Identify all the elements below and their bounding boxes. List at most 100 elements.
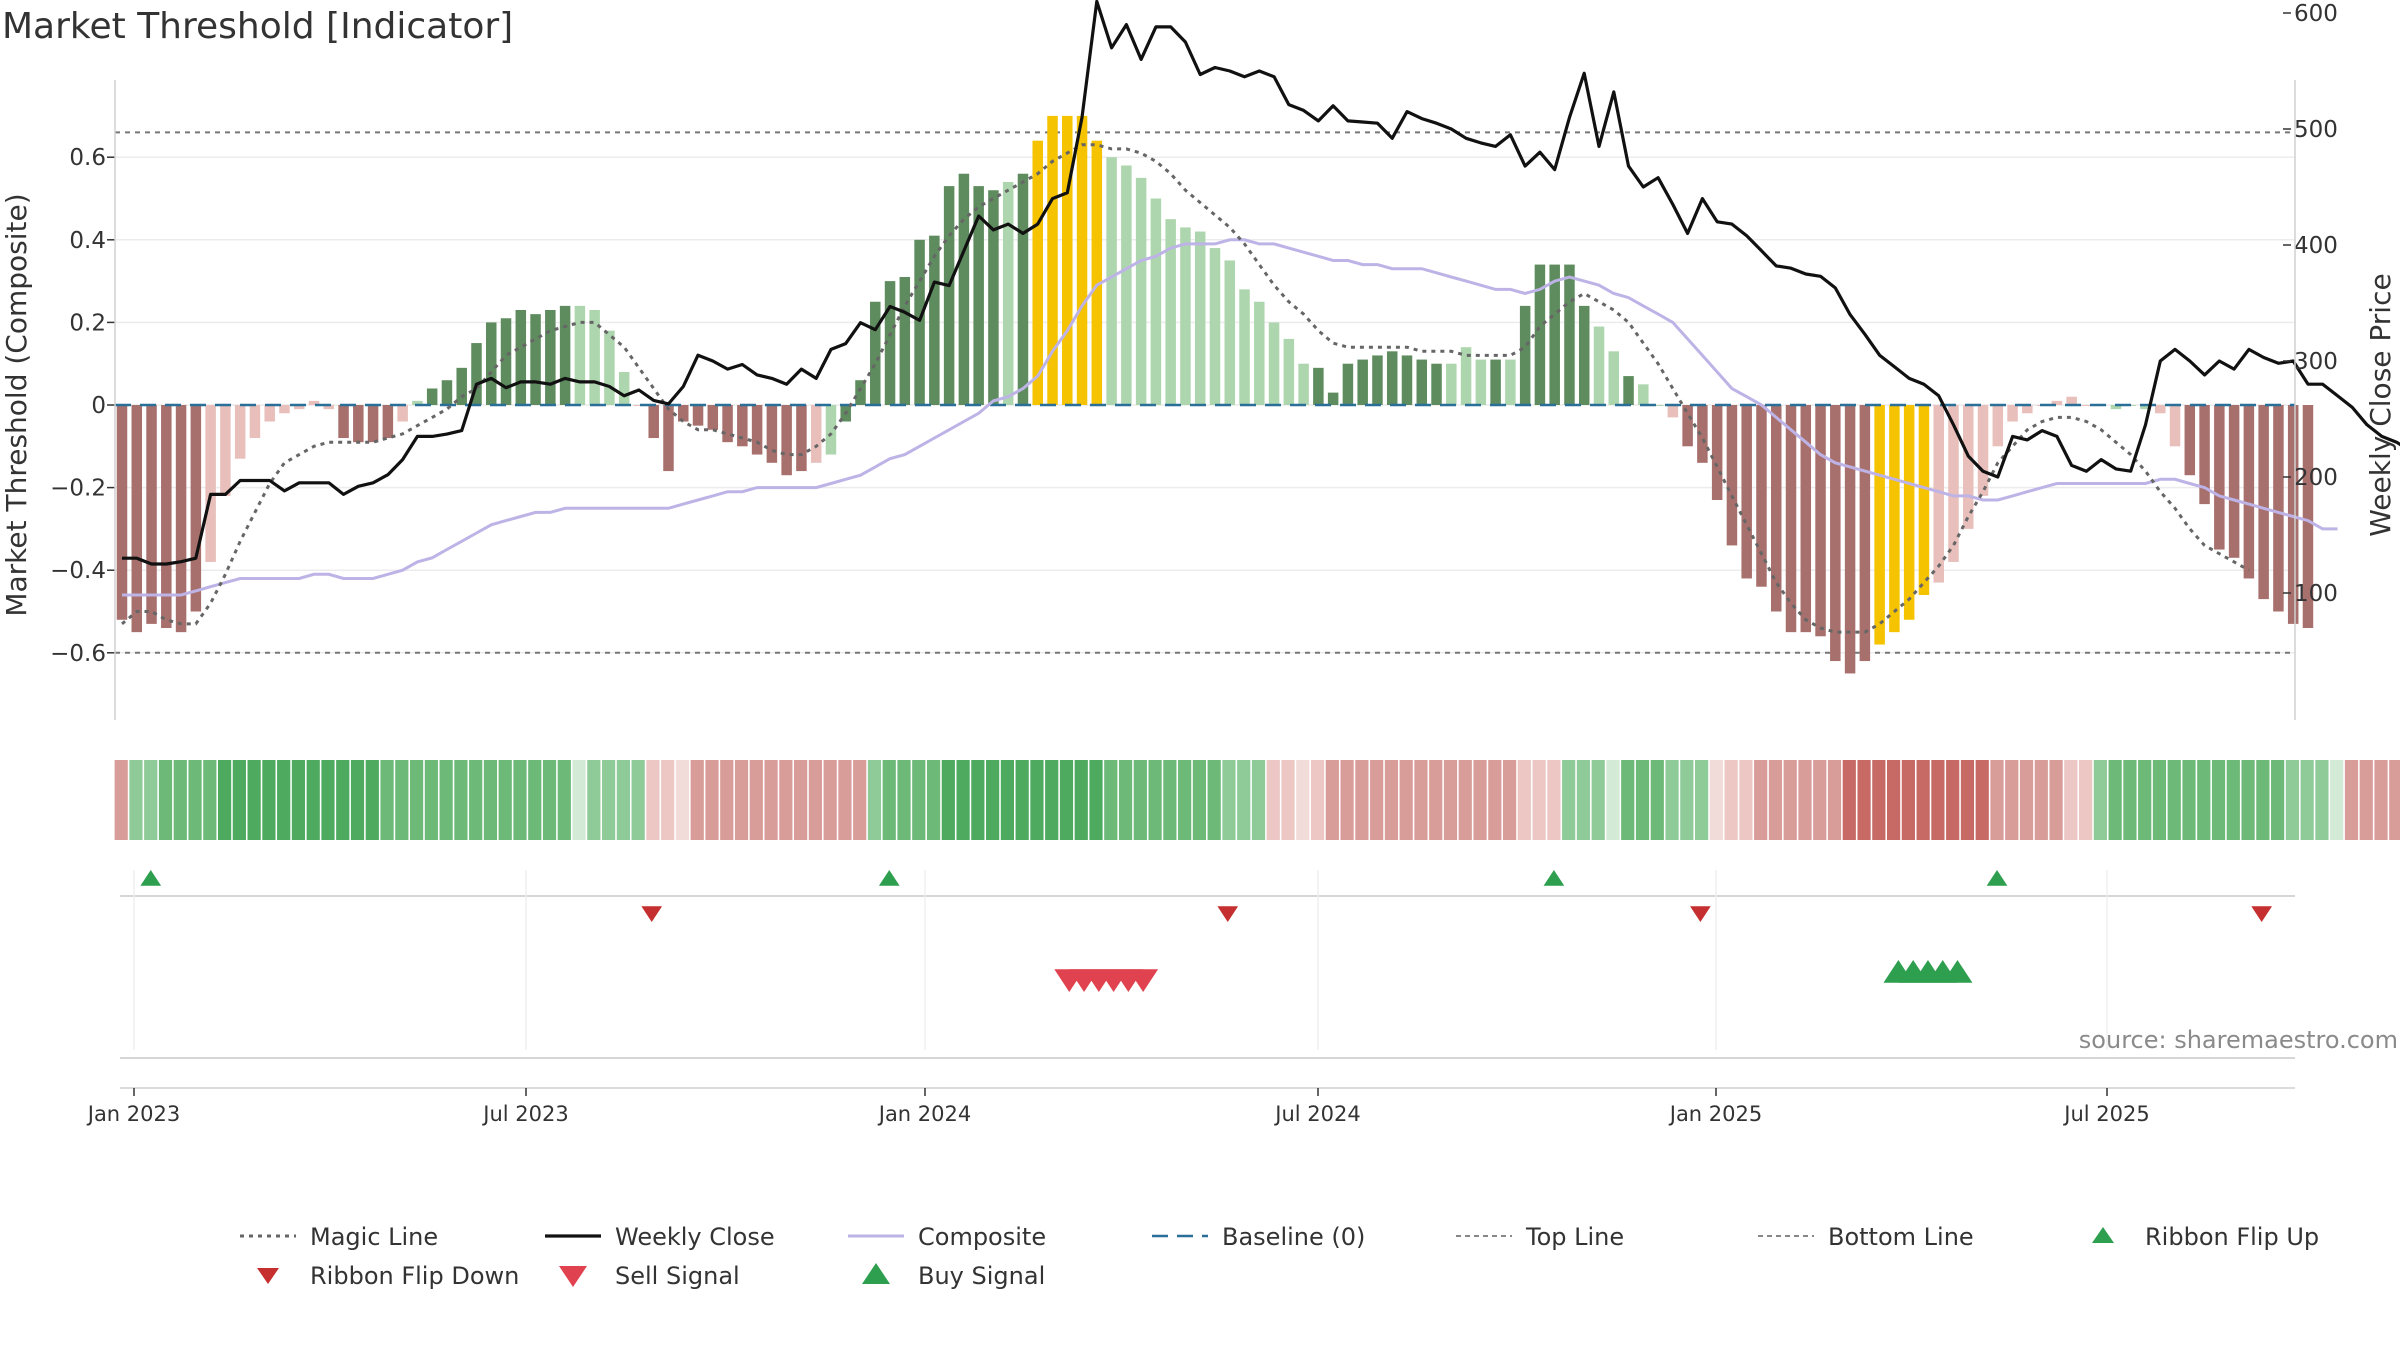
ribbon-cell [158,760,173,840]
composite-bar [234,405,246,459]
composite-bar [249,405,261,439]
legend-label: Buy Signal [918,1262,1045,1290]
ribbon-cell [2300,760,2314,840]
ribbon-cell [2315,760,2329,840]
ribbon-cell [1281,760,1295,840]
composite-bar [456,367,467,405]
ribbon-cell [794,760,808,840]
legend-label: Bottom Line [1828,1223,1974,1251]
legend: Magic Line Weekly Close Composite Baseline … [240,1223,2319,1290]
ribbon-cell [336,760,350,840]
ribbon-flip-up-marker [1986,870,2008,886]
y-tick-left: 0.2 [69,310,106,336]
composite-bar [2110,405,2122,410]
ribbon-flip-down-marker [1690,906,1711,922]
ribbon-cell [2182,760,2196,840]
ribbon-flip-up-marker [140,870,162,886]
legend-label: Sell Signal [615,1262,740,1290]
composite-bar [1460,347,1472,405]
ribbon-cell [1739,760,1753,840]
composite-bar [486,322,497,405]
composite-bar [1357,359,1368,405]
ribbon-cell [956,760,970,840]
ribbon-cell [2285,760,2299,840]
ribbon-cell [1488,760,1502,840]
composite-bar [1091,140,1103,405]
ribbon-cell [2123,760,2137,840]
ribbon-cell [1842,760,1856,840]
ribbon-cell [439,760,453,840]
composite-bar [1933,405,1944,583]
composite-bar [471,343,482,405]
ribbon-cell [188,760,202,840]
ribbon-cell [1237,760,1251,840]
ribbon-cell [469,760,483,840]
ribbon-cell [2241,760,2255,840]
composite-bar [1254,301,1265,405]
ribbon-flip-down-marker [2251,906,2272,922]
legend-item: Weekly Close [545,1223,775,1251]
composite-bar [293,405,305,410]
x-tick-label: Jul 2025 [2062,1102,2149,1126]
ribbon-cell [882,760,896,840]
ribbon-cell [1798,760,1812,840]
ribbon-cell [1045,760,1059,840]
composite-bar [2258,405,2269,600]
x-tick-label: Jul 2023 [481,1102,568,1126]
legend-swatch [862,1263,890,1284]
composite-bar [1859,405,1871,662]
ribbon-cell [1163,760,1177,840]
ribbon-cell [1591,760,1605,840]
composite-bar [1992,405,2004,447]
ribbon-cell [1192,760,1207,840]
y-tick-left: −0.6 [50,641,106,667]
composite-bar [914,239,925,405]
ribbon-cell [912,760,926,840]
composite-bar [1180,227,1191,405]
composite-bar [412,400,423,405]
composite-bar [855,380,866,405]
ribbon-cell [1089,760,1103,840]
composite-bar [781,405,792,476]
composite-bar [870,301,881,405]
ribbon-cell [971,760,985,840]
ribbon-cell [1606,760,1620,840]
composite-bar [751,405,763,455]
ribbon-cell [1680,760,1694,840]
composite-bar [382,405,394,439]
ribbon-cell [764,760,778,840]
ribbon-cell [749,760,763,840]
composite-bar [1224,260,1235,405]
ribbon-cell [1296,760,1310,840]
ribbon-cell [321,760,335,840]
composite-bar [2140,405,2151,410]
ribbon-cell [1754,760,1768,840]
composite-bar [1918,405,1930,595]
legend-item: Composite [848,1223,1046,1251]
axes: 0.6 0.4 0.2 0 −0.2 −0.4 −0.6 600 500 400 300 200 100 [50,1,2338,720]
ribbon-cell [1576,760,1591,840]
ribbon-cell [602,760,616,840]
composite-bar [1372,355,1383,405]
ribbon-cell [1384,760,1399,840]
ribbon-cell [2211,760,2226,840]
ribbon-cell [2344,760,2359,840]
composite-bar [1874,405,1885,645]
ribbon-cell [1473,760,1487,840]
composite-bar [500,318,512,405]
composite-bar [2214,405,2225,550]
ribbon-cell [1975,760,1989,840]
composite-bar [545,310,556,405]
x-tick-label: Jan 2024 [877,1102,972,1126]
x-tick-label: Jul 2024 [1273,1102,1360,1126]
ribbon-cell [1355,760,1369,840]
ribbon-strip [114,760,2400,840]
ribbon-cell [1178,760,1192,840]
ribbon-cell [483,760,498,840]
ribbon-cell [203,760,217,840]
ribbon-cell [1443,760,1458,840]
ribbon-cell [2226,760,2240,840]
ribbon-cell [941,760,955,840]
legend-item: Bottom Line [1758,1223,1974,1251]
composite-bar [958,173,970,405]
